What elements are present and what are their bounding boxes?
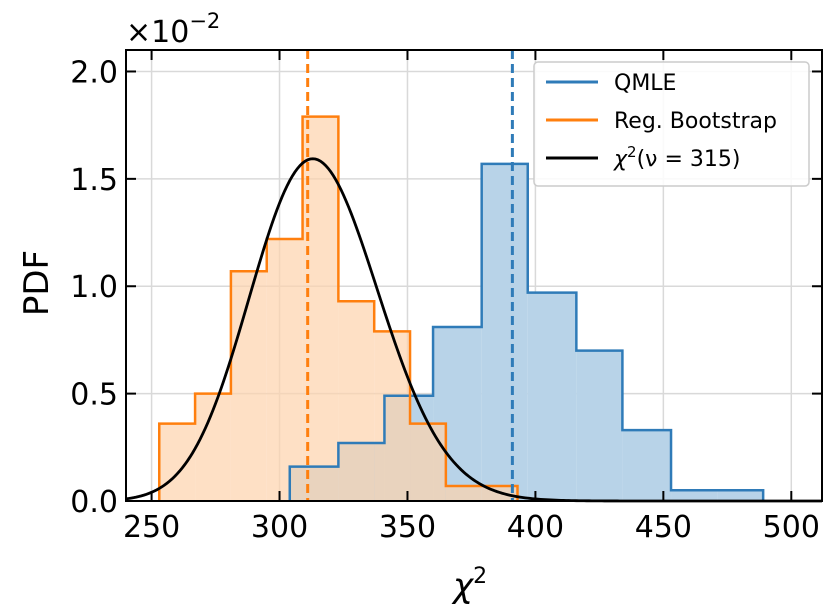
y-axis-label: PDF (17, 250, 57, 316)
y-tick-label: 1.0 (70, 270, 118, 305)
histogram-bar-qmle (622, 430, 672, 501)
histogram-bar-qmle (671, 490, 718, 501)
legend-entry-bootstrap-label: Reg. Bootstrap (614, 109, 777, 134)
y-tick-label: 0.5 (70, 378, 118, 413)
x-tick-label: 350 (379, 510, 436, 545)
y-tick-label: 0.0 (70, 485, 118, 520)
legend-box (533, 61, 810, 187)
histogram-bar-bootstrap (410, 423, 446, 501)
histogram-bar-qmle (481, 163, 528, 502)
axis-ticks: 250 300 350 400 450 500 0.0 0.5 1.0 1.5 2.0 (70, 50, 822, 545)
histogram-bar-bootstrap (374, 331, 411, 501)
histogram-bars (158, 115, 765, 502)
plot-frame (125, 49, 823, 502)
x-tick-label: 300 (251, 510, 308, 545)
legend: QMLE Reg. Bootstrap χ2(ν = 315) (533, 61, 810, 187)
y-offset-label: ×10−2 (126, 9, 220, 50)
histogram-bar-bootstrap (338, 301, 375, 501)
y-tick-label: 1.5 (70, 163, 118, 198)
legend-entry-qmle-label: QMLE (614, 71, 676, 96)
x-tick-label: 400 (507, 510, 564, 545)
histogram-bar-bootstrap (445, 485, 482, 501)
x-tick-label: 450 (635, 510, 692, 545)
histogram-bar-bootstrap (230, 271, 267, 501)
histogram-bar-qmle (576, 350, 623, 501)
x-tick-label: 500 (763, 510, 820, 545)
x-tick-label: 250 (123, 510, 180, 545)
y-tick-label: 2.0 (70, 55, 118, 90)
histogram-bar-qmle (717, 490, 764, 501)
histogram-bar-bootstrap (159, 423, 196, 501)
histogram-outline-bootstrap (158, 115, 519, 501)
histogram-bar-qmle (527, 292, 577, 501)
histogram-bar-bootstrap (266, 238, 303, 501)
x-axis-label: χ2 (451, 564, 487, 606)
legend-entry-chi2-label: χ2(ν = 315) (613, 143, 740, 172)
histogram-outline-qmle (288, 162, 765, 501)
mean-lines (306, 50, 514, 501)
